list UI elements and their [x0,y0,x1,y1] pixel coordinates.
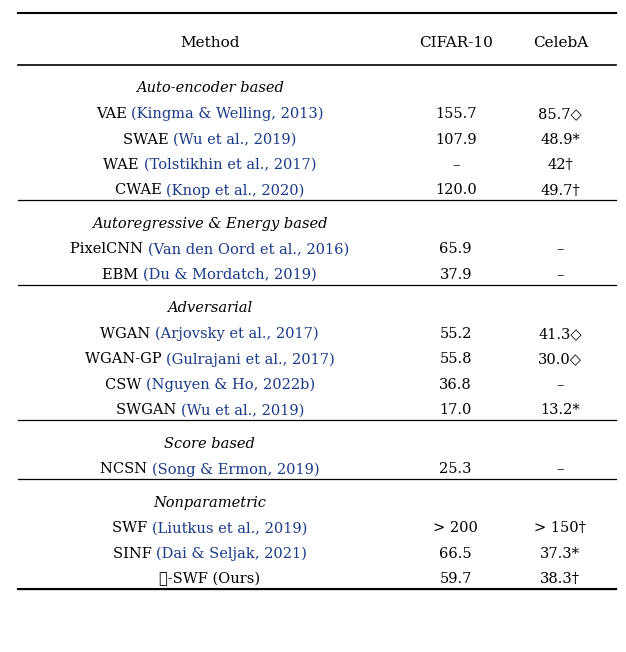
Text: –: – [452,158,459,172]
Text: Adversarial: Adversarial [167,301,252,316]
Text: 37.3*: 37.3* [540,547,580,561]
Text: Score based: Score based [164,437,255,451]
Text: > 150†: > 150† [535,522,586,535]
Text: 49.7†: 49.7† [540,183,580,198]
Text: WGAN-GP: WGAN-GP [85,353,166,366]
Text: (Liutkus et al., 2019): (Liutkus et al., 2019) [152,522,307,535]
Text: 59.7: 59.7 [439,572,472,587]
Text: 38.3†: 38.3† [540,572,580,587]
Text: 41.3◇: 41.3◇ [538,327,582,341]
Text: (Wu et al., 2019): (Wu et al., 2019) [180,404,304,417]
Text: (Tolstikhin et al., 2017): (Tolstikhin et al., 2017) [143,158,316,172]
Text: (Du & Mordatch, 2019): (Du & Mordatch, 2019) [143,268,317,282]
Text: 37.9: 37.9 [439,268,472,282]
Text: WAE: WAE [103,158,143,172]
Text: (Dai & Seljak, 2021): (Dai & Seljak, 2021) [156,547,307,561]
Text: –: – [557,462,564,477]
Text: (Nguyen & Ho, 2022b): (Nguyen & Ho, 2022b) [146,378,315,393]
Text: CWAE: CWAE [115,183,167,198]
Text: CelebA: CelebA [533,36,588,50]
Text: –: – [557,268,564,282]
Text: Method: Method [180,36,240,50]
Text: SWGAN: SWGAN [116,404,180,417]
Text: > 200: > 200 [433,522,478,535]
Text: (Van den Oord et al., 2016): (Van den Oord et al., 2016) [148,243,349,256]
Text: (Song & Ermon, 2019): (Song & Ermon, 2019) [151,462,319,477]
Text: VAE: VAE [96,107,131,121]
Text: (Knop et al., 2020): (Knop et al., 2020) [167,183,305,198]
Text: PixelCNN: PixelCNN [70,243,148,256]
Text: (Gulrajani et al., 2017): (Gulrajani et al., 2017) [166,352,335,366]
Text: (Kingma & Welling, 2013): (Kingma & Welling, 2013) [131,107,324,121]
Text: SWAE: SWAE [123,132,173,147]
Text: 13.2*: 13.2* [540,404,580,417]
Text: NCSN: NCSN [100,462,151,477]
Text: 36.8: 36.8 [439,378,472,392]
Text: 48.9*: 48.9* [540,132,580,147]
Text: –: – [557,243,564,256]
Text: 66.5: 66.5 [439,547,472,561]
Text: 25.3: 25.3 [439,462,472,477]
Text: 17.0: 17.0 [439,404,472,417]
Text: (Wu et al., 2019): (Wu et al., 2019) [173,132,297,147]
Text: EBM: EBM [103,268,143,282]
Text: Nonparametric: Nonparametric [153,496,266,510]
Text: 155.7: 155.7 [435,107,476,121]
Text: 42†: 42† [547,158,573,172]
Text: 107.9: 107.9 [435,132,476,147]
Text: 55.2: 55.2 [439,327,472,341]
Text: Autoregressive & Energy based: Autoregressive & Energy based [92,217,327,231]
Text: CSW: CSW [105,378,146,392]
Text: 30.0◇: 30.0◇ [538,353,582,366]
Text: Auto-encoder based: Auto-encoder based [136,82,284,95]
Text: ℓ-SWF (Ours): ℓ-SWF (Ours) [159,572,260,587]
Text: 85.7◇: 85.7◇ [538,107,582,121]
Text: WGAN: WGAN [100,327,155,341]
Text: 65.9: 65.9 [439,243,472,256]
Text: SWF: SWF [112,522,152,535]
Text: –: – [557,378,564,392]
Text: SINF: SINF [113,547,156,561]
Text: CIFAR-10: CIFAR-10 [419,36,493,50]
Text: (Arjovsky et al., 2017): (Arjovsky et al., 2017) [155,327,319,341]
Text: 120.0: 120.0 [435,183,476,198]
Text: 55.8: 55.8 [439,353,472,366]
